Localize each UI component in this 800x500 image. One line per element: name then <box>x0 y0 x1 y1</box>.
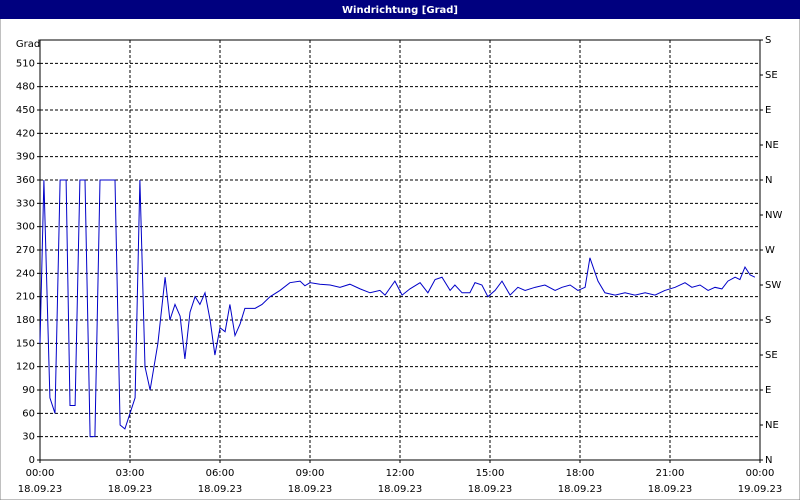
y2-tick-label: NE <box>765 140 779 151</box>
y2-tick-label: W <box>765 245 775 256</box>
y-tick-label: 360 <box>16 175 35 186</box>
y-tick-label: 390 <box>16 152 35 163</box>
x-tick-date: 18.09.23 <box>108 484 153 495</box>
y-tick-label: 510 <box>16 58 35 69</box>
y-tick-label: 330 <box>16 198 35 209</box>
x-tick-label: 09:00 <box>296 468 325 479</box>
y-tick-label: 300 <box>16 222 35 233</box>
x-tick-date: 18.09.23 <box>288 484 333 495</box>
y2-tick-label: SW <box>765 280 781 291</box>
x-tick-label: 00:00 <box>26 468 55 479</box>
chart-title: Windrichtung [Grad] <box>342 5 458 16</box>
y-tick-label: 30 <box>22 432 35 443</box>
y-tick-label: 210 <box>16 292 35 303</box>
y-axis-label: Grad <box>16 39 40 50</box>
y-tick-label: 90 <box>22 385 35 396</box>
x-tick-label: 00:00 <box>746 468 775 479</box>
y2-tick-label: E <box>765 105 771 116</box>
x-tick-date: 18.09.23 <box>558 484 603 495</box>
x-tick-label: 03:00 <box>116 468 145 479</box>
x-tick-date: 18.09.23 <box>18 484 63 495</box>
y2-tick-label: SE <box>765 70 778 81</box>
x-tick-date: 18.09.23 <box>198 484 243 495</box>
data-line <box>39 179 756 438</box>
y2-tick-label: N <box>765 175 772 186</box>
y2-tick-label: NW <box>765 210 782 221</box>
x-tick-label: 18:00 <box>566 468 595 479</box>
x-tick-date: 19.09.23 <box>738 484 783 495</box>
x-tick-date: 18.09.23 <box>378 484 423 495</box>
y-tick-label: 450 <box>16 105 35 116</box>
title-bar <box>0 0 800 19</box>
x-tick-label: 12:00 <box>386 468 415 479</box>
y-tick-label: 120 <box>16 362 35 373</box>
x-tick-date: 18.09.23 <box>648 484 693 495</box>
y2-tick-label: S <box>765 315 771 326</box>
y2-tick-label: SE <box>765 350 778 361</box>
y2-tick-label: N <box>765 455 772 466</box>
y2-tick-label: E <box>765 385 771 396</box>
x-tick-date: 18.09.23 <box>468 484 513 495</box>
x-tick-label: 15:00 <box>476 468 505 479</box>
y-tick-label: 180 <box>16 315 35 326</box>
y-tick-label: 420 <box>16 128 35 139</box>
y2-tick-label: NE <box>765 420 779 431</box>
y2-tick-label: S <box>765 35 771 46</box>
x-tick-label: 06:00 <box>206 468 235 479</box>
x-tick-label: 21:00 <box>656 468 685 479</box>
y-tick-label: 480 <box>16 82 35 93</box>
y-tick-label: 150 <box>16 338 35 349</box>
y-tick-label: 0 <box>29 455 35 466</box>
y-tick-label: 270 <box>16 245 35 256</box>
y-tick-label: 240 <box>16 268 35 279</box>
y-tick-label: 60 <box>22 408 35 419</box>
